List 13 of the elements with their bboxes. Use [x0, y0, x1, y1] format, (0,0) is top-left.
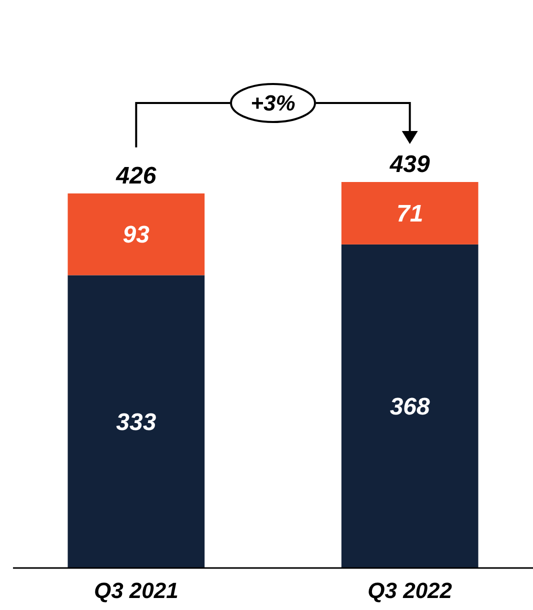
- bar: [341, 244, 478, 568]
- x-tick-label: Q3 2021: [94, 578, 178, 603]
- bar: [68, 193, 205, 276]
- total-label: 426: [115, 162, 157, 190]
- data-label: 93: [122, 222, 150, 249]
- data-label: 368: [390, 394, 431, 421]
- x-tick-label: Q3 2022: [368, 578, 453, 603]
- bar: [68, 275, 205, 568]
- bar: [341, 182, 478, 244]
- data-label: 71: [396, 200, 424, 228]
- text: +3%: [250, 90, 296, 116]
- total-label: 439: [388, 151, 431, 178]
- data-label: 333: [116, 409, 157, 436]
